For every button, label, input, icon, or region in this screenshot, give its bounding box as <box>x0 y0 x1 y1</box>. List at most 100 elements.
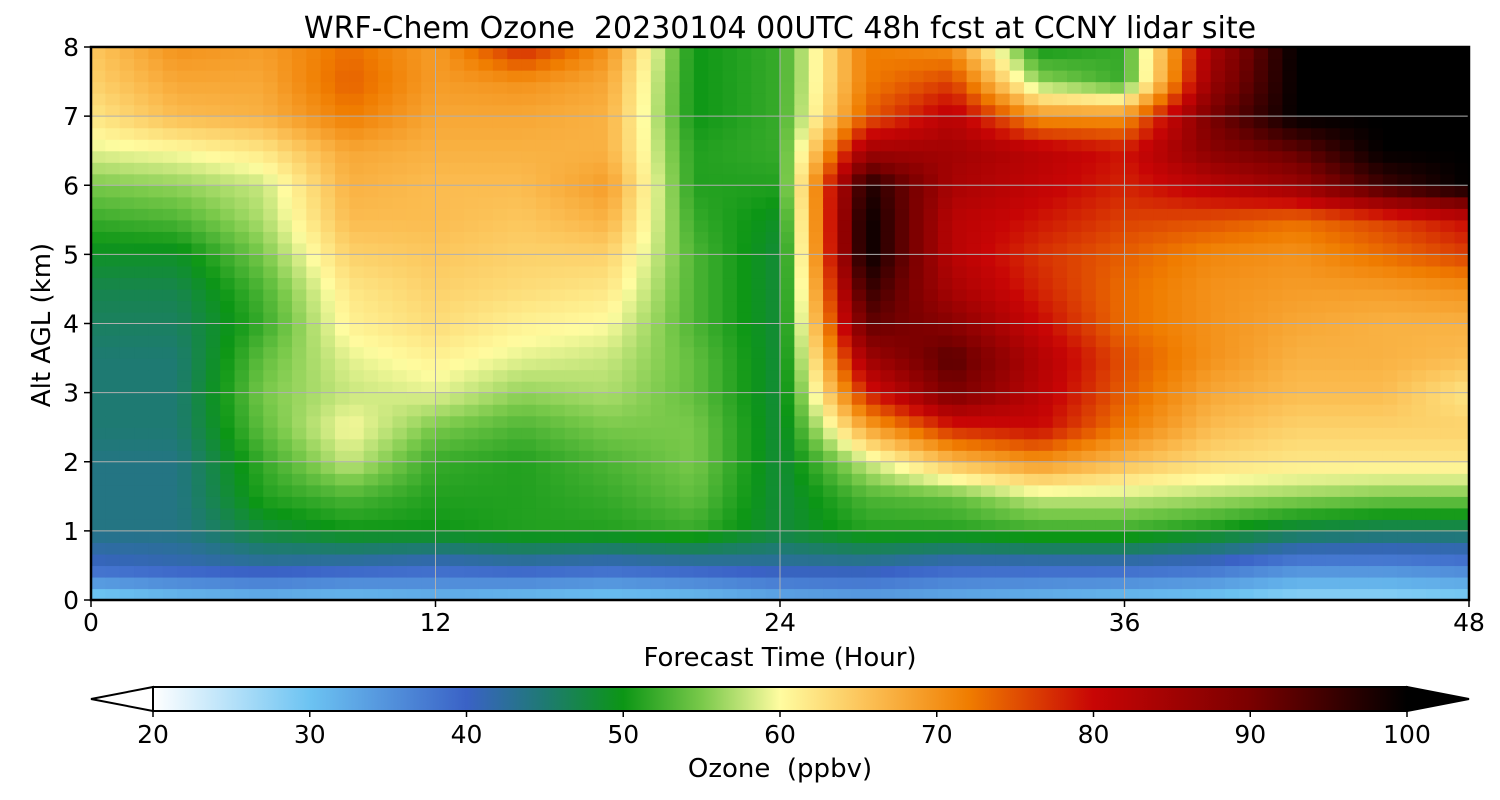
heatmap-cell <box>1210 127 1226 140</box>
y-tick-label: 8 <box>63 33 79 62</box>
heatmap-cell <box>449 116 465 129</box>
heatmap-cell <box>492 335 508 348</box>
heatmap-cell <box>1296 346 1312 359</box>
heatmap-cell <box>406 58 422 71</box>
heatmap-cell <box>435 81 451 94</box>
heatmap-cell <box>134 588 150 600</box>
heatmap-cell <box>1196 358 1212 371</box>
heatmap-cell <box>708 70 724 83</box>
heatmap-cell <box>966 70 982 83</box>
heatmap-cell <box>1181 265 1197 279</box>
heatmap-cell <box>335 70 350 83</box>
heatmap-cell <box>1411 358 1427 371</box>
heatmap-cell <box>421 93 437 106</box>
heatmap-cell <box>1110 358 1126 371</box>
heatmap-cell <box>492 196 508 209</box>
heatmap-cell <box>1196 335 1212 348</box>
heatmap-cell <box>1382 335 1398 348</box>
heatmap-cell <box>535 484 551 497</box>
heatmap-cell <box>91 346 106 359</box>
heatmap-cell <box>91 58 106 71</box>
heatmap-cell <box>1397 346 1413 359</box>
heatmap-cell <box>980 588 996 600</box>
heatmap-cell <box>320 81 336 94</box>
heatmap-cell <box>1124 346 1140 359</box>
heatmap-cell <box>708 277 724 290</box>
heatmap-cell <box>1038 47 1054 60</box>
heatmap-cell <box>1095 323 1111 336</box>
heatmap-cell <box>995 427 1011 440</box>
heatmap-cell <box>607 104 623 117</box>
heatmap-cell <box>1138 392 1154 405</box>
heatmap-cell <box>1009 542 1025 555</box>
heatmap-cell <box>1397 484 1413 497</box>
heatmap-cell <box>923 588 939 600</box>
heatmap-cell <box>765 576 781 590</box>
heatmap-cell <box>435 323 451 336</box>
heatmap-cell <box>91 254 106 267</box>
heatmap-cell <box>550 254 566 267</box>
heatmap-cell <box>119 473 135 486</box>
heatmap-cell <box>622 323 638 336</box>
heatmap-cell <box>866 346 882 359</box>
heatmap-cell <box>765 450 781 463</box>
heatmap-cell <box>421 173 437 186</box>
heatmap-cell <box>780 265 795 279</box>
heatmap-cell <box>1296 127 1312 140</box>
heatmap-cell <box>593 576 609 590</box>
heatmap-cell <box>665 173 681 186</box>
heatmap-cell <box>693 576 709 590</box>
heatmap-cell <box>550 242 566 255</box>
heatmap-cell <box>1024 47 1039 60</box>
heatmap-cell <box>449 231 465 244</box>
heatmap-cell <box>736 162 752 175</box>
heatmap-cell <box>579 496 594 509</box>
heatmap-cell <box>1425 415 1441 428</box>
heatmap-cell <box>1268 415 1283 428</box>
heatmap-cell <box>521 438 537 451</box>
heatmap-cell <box>277 81 293 94</box>
heatmap-cell <box>1167 127 1183 140</box>
heatmap-cell <box>363 208 379 221</box>
heatmap-cell <box>937 473 953 486</box>
heatmap-cell <box>406 496 422 509</box>
heatmap-cell <box>119 311 135 325</box>
heatmap-cell <box>1296 530 1312 543</box>
heatmap-cell <box>636 81 652 94</box>
heatmap-cell <box>1339 335 1355 348</box>
heatmap-cell <box>1268 381 1283 394</box>
heatmap-cell <box>622 208 638 221</box>
heatmap-cell <box>248 542 264 555</box>
heatmap-cell <box>966 254 982 267</box>
heatmap-cell <box>1196 81 1212 94</box>
heatmap-cell <box>923 415 939 428</box>
heatmap-cell <box>1354 150 1370 163</box>
heatmap-cell <box>1296 381 1312 394</box>
heatmap-cell <box>105 104 121 117</box>
heatmap-cell <box>1138 208 1154 221</box>
heatmap-cell <box>1167 427 1183 440</box>
heatmap-cell <box>909 219 925 232</box>
heatmap-cell <box>1124 104 1140 117</box>
heatmap-cell <box>392 265 408 279</box>
ozone-heatmap <box>91 47 1469 600</box>
heatmap-cell <box>177 461 193 474</box>
heatmap-cell <box>1339 461 1355 474</box>
heatmap-cell <box>579 277 594 290</box>
heatmap-cell <box>780 70 795 83</box>
heatmap-cell <box>119 588 135 600</box>
heatmap-cell <box>823 369 839 382</box>
heatmap-cell <box>1138 219 1154 232</box>
heatmap-cell <box>1354 162 1370 175</box>
heatmap-cell <box>1239 369 1255 382</box>
heatmap-cell <box>535 311 551 325</box>
heatmap-cell <box>1440 81 1456 94</box>
heatmap-cell <box>507 300 523 313</box>
heatmap-cell <box>1124 231 1140 244</box>
heatmap-cell <box>1268 346 1283 359</box>
heatmap-cell <box>1052 300 1068 313</box>
heatmap-cell <box>550 576 566 590</box>
heatmap-cell <box>1138 311 1154 325</box>
heatmap-cell <box>392 311 408 325</box>
heatmap-cell <box>535 104 551 117</box>
